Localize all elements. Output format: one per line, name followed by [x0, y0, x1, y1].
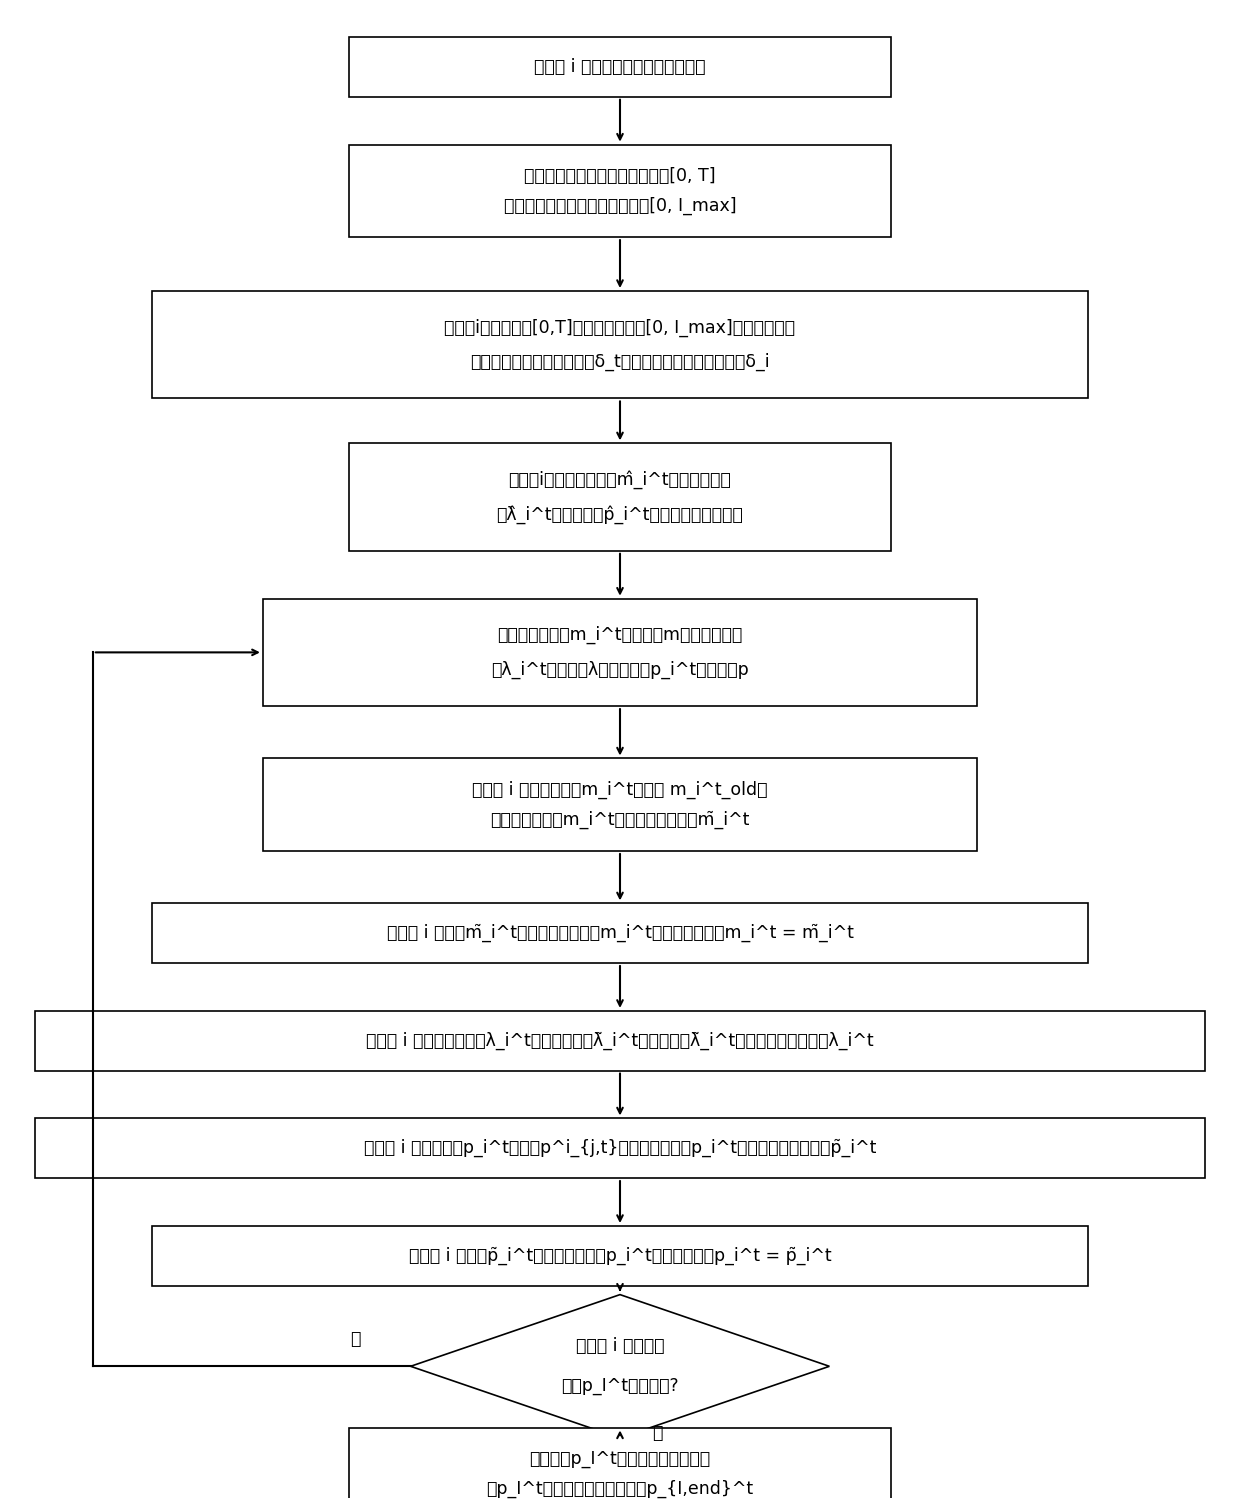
FancyBboxPatch shape [263, 758, 977, 851]
FancyBboxPatch shape [153, 904, 1087, 963]
Text: 小基站 i 将矩阵m̃_i^t赋值给干扰平均场m_i^t，即干扰平均场m_i^t = m̃_i^t: 小基站 i 将矩阵m̃_i^t赋值给干扰平均场m_i^t，即干扰平均场m_i^t… [387, 923, 853, 943]
Text: 小基站i对时间间隔[0,T]和干扰状态空间[0, I_max]进行离散化，: 小基站i对时间间隔[0,T]和干扰状态空间[0, I_max]进行离散化， [444, 319, 796, 337]
Text: 推导干扰平均场m_i^t更新公式m、拉格朗日算: 推导干扰平均场m_i^t更新公式m、拉格朗日算 [497, 626, 743, 644]
Text: 小基站 i 计算自身的近似干扰平均场: 小基站 i 计算自身的近似干扰平均场 [534, 57, 706, 75]
Text: 并对干扰平均场m_i^t进行更新得到矩阵m̃_i^t: 并对干扰平均场m_i^t进行更新得到矩阵m̃_i^t [490, 811, 750, 829]
FancyBboxPatch shape [153, 290, 1087, 399]
FancyBboxPatch shape [263, 599, 977, 707]
Text: 并获取功率控制的干扰状态空间[0, I_max]: 并获取功率控制的干扰状态空间[0, I_max] [503, 197, 737, 215]
FancyBboxPatch shape [348, 444, 892, 550]
Text: 平p_I^t作为收敛后的功率水平p_{I,end}^t: 平p_I^t作为收敛后的功率水平p_{I,end}^t [486, 1480, 754, 1498]
Text: 小基站 i 将矩阵p̃_i^t赋值给功率水平p_i^t，即功率水平p_i^t = p̃_i^t: 小基站 i 将矩阵p̃_i^t赋值给功率水平p_i^t，即功率水平p_i^t =… [409, 1247, 831, 1265]
FancyBboxPatch shape [348, 144, 892, 238]
FancyBboxPatch shape [35, 1119, 1205, 1178]
FancyBboxPatch shape [348, 38, 892, 96]
FancyBboxPatch shape [348, 1427, 892, 1504]
Text: 子λ_i^t更新公式λ和功率水平p_i^t更新公式p: 子λ_i^t更新公式λ和功率水平p_i^t更新公式p [491, 660, 749, 678]
Text: 水平p_I^t是否收敛?: 水平p_I^t是否收敛? [562, 1378, 678, 1396]
Text: 否: 否 [350, 1331, 361, 1349]
Text: 是: 是 [652, 1424, 662, 1442]
Text: 小基站 i 将干扰平均场m_i^t赋值给 m_i^t_old，: 小基站 i 将干扰平均场m_i^t赋值给 m_i^t_old， [472, 781, 768, 799]
FancyBboxPatch shape [153, 1226, 1087, 1286]
Text: 小基站 i 判断功率: 小基站 i 判断功率 [575, 1337, 665, 1355]
Text: 小基站i构建干扰平均场m̂_i^t、拉格朗日算: 小基站i构建干扰平均场m̂_i^t、拉格朗日算 [508, 471, 732, 489]
Text: 并计算时间维度的迭代步长δ_t和干扰状态维度的迭代步长δ_i: 并计算时间维度的迭代步长δ_t和干扰状态维度的迭代步长δ_i [470, 353, 770, 371]
Text: 小基站 i 对拉格朗日算子λ_i^t更新得到矩阵λ̃_i^t，并将矩阵λ̃_i^t赋值给拉格朗日算子λ_i^t: 小基站 i 对拉格朗日算子λ_i^t更新得到矩阵λ̃_i^t，并将矩阵λ̃_i^… [366, 1032, 874, 1050]
Text: 小基站 i 将功率水平p_i^t赋值给p^i_{j,t}，并对功率水平p_i^t进行更新，得到矩阵p̃_i^t: 小基站 i 将功率水平p_i^t赋值给p^i_{j,t}，并对功率水平p_i^t… [363, 1139, 877, 1158]
Polygon shape [410, 1295, 830, 1438]
FancyBboxPatch shape [35, 1011, 1205, 1071]
Text: 子λ̂_i^t和功率水平p̂_i^t，并对其进行初始化: 子λ̂_i^t和功率水平p̂_i^t，并对其进行初始化 [497, 505, 743, 523]
Text: 小基站设定功率控制的时间间隔[0, T]: 小基站设定功率控制的时间间隔[0, T] [525, 167, 715, 185]
Text: 功率水平p_I^t收敛，并将该功率水: 功率水平p_I^t收敛，并将该功率水 [529, 1450, 711, 1468]
